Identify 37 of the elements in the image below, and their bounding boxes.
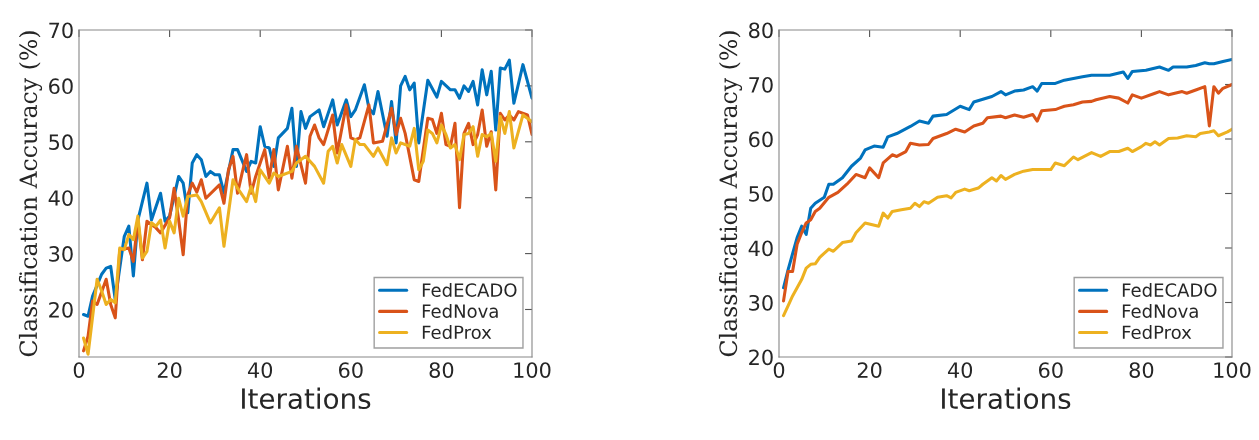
- line-series: [782, 82, 1232, 303]
- y-tick-label: 70: [749, 76, 773, 93]
- x-tick-label: 20: [157, 362, 182, 378]
- x-axis-title: Iterations: [942, 387, 1071, 410]
- y-tick-label: 40: [48, 190, 73, 206]
- x-tick-label: 0: [73, 362, 85, 378]
- y-tick-label: 50: [749, 185, 773, 202]
- legend-label: FedNova: [422, 304, 498, 318]
- legend-label: FedProx: [1122, 325, 1192, 340]
- y-tick-label: 20: [749, 349, 773, 366]
- y-tick-label: 30: [749, 294, 773, 311]
- x-tick-label: 100: [1214, 362, 1251, 378]
- x-tick-label: 80: [429, 362, 454, 378]
- x-tick-label: 40: [947, 362, 973, 378]
- x-axis-title: Iterations: [242, 387, 371, 410]
- legend-label: FedECADO: [1122, 282, 1217, 297]
- y-tick-label: 80: [749, 22, 773, 39]
- x-tick-label: 20: [857, 362, 882, 378]
- legend-label: FedProx: [422, 325, 492, 340]
- y-tick-label: 20: [49, 301, 73, 318]
- line-series: [782, 127, 1232, 318]
- y-tick-label: 50: [49, 134, 73, 151]
- y-axis-title: Classification Accuracy (%): [18, 31, 43, 357]
- x-tick-label: 0: [773, 362, 785, 378]
- x-tick-label: 60: [339, 362, 363, 378]
- y-tick-label: 60: [749, 131, 773, 148]
- x-tick-label: 80: [1129, 362, 1154, 378]
- y-tick-label: 30: [49, 246, 73, 262]
- y-tick-label: 40: [748, 240, 773, 257]
- y-tick-label: 70: [49, 22, 73, 39]
- x-tick-label: 100: [514, 362, 551, 378]
- y-tick-label: 60: [49, 78, 73, 95]
- x-tick-label: 40: [247, 362, 273, 378]
- legend-label: FedECADO: [422, 282, 517, 297]
- x-tick-label: 60: [1039, 362, 1063, 378]
- y-axis-title: Classification Accuracy (%): [718, 31, 743, 357]
- legend-label: FedNova: [1122, 304, 1198, 318]
